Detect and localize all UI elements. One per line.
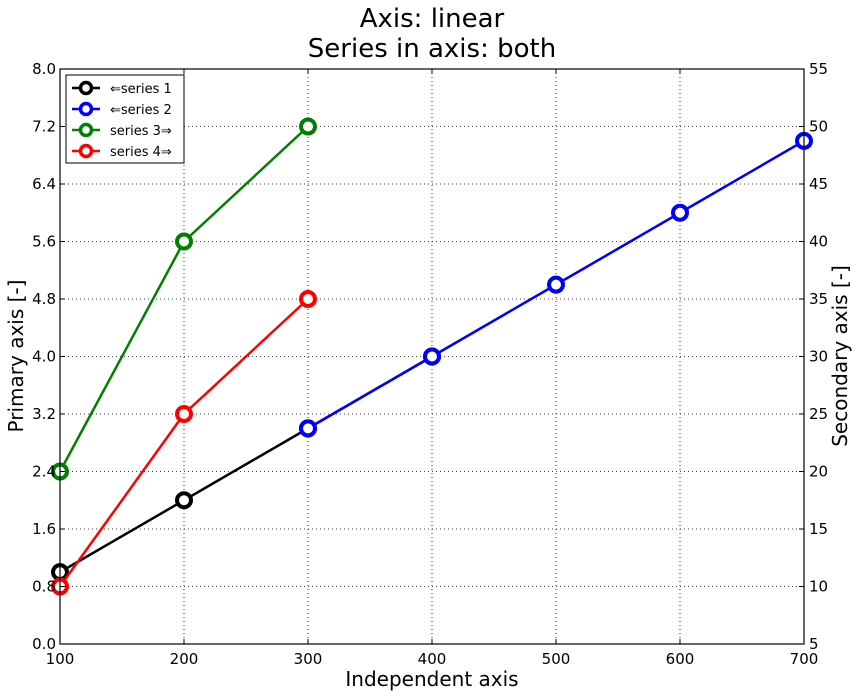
series-2-point: [547, 275, 565, 294]
legend: ⇐series 1 ⇐series 2 series 3⇒ series 4⇒: [65, 74, 185, 164]
y-tick-label-left: 0.0: [32, 635, 56, 653]
series-2-point: [299, 419, 317, 438]
series-1-point: [175, 491, 193, 510]
series-3-point: [299, 117, 317, 136]
y-tick-label-left: 1.6: [32, 520, 56, 538]
y-tick-label-left: 4.0: [32, 348, 56, 366]
x-tick-label: 700: [790, 650, 819, 668]
y-tick-label-left: 8.0: [32, 60, 56, 78]
y-tick-label-left: 4.8: [32, 290, 56, 308]
x-tick-label: 500: [542, 650, 571, 668]
x-tick-label: 200: [170, 650, 199, 668]
series-layer: [51, 117, 813, 596]
x-tick-label: 300: [294, 650, 323, 668]
x-tick-label: 400: [418, 650, 447, 668]
legend-marker: [78, 122, 94, 138]
y-tick-label-left: 0.8: [32, 578, 56, 596]
y-tick-label-left: 2.4: [32, 463, 56, 481]
y-tick-label-right: 5: [809, 635, 819, 653]
series-3-point: [175, 232, 193, 251]
y-tick-label-right: 50: [809, 118, 828, 136]
legend-marker: [78, 80, 94, 96]
y-tick-label-right: 35: [809, 290, 828, 308]
chart-title-line-2: Series in axis: both: [308, 34, 556, 64]
y-tick-label-left: 7.2: [32, 118, 56, 136]
series-4-line: [58, 298, 309, 588]
series-2-point: [671, 203, 689, 222]
x-tick-label: 600: [666, 650, 695, 668]
x-tick-label: 100: [46, 650, 75, 668]
axis-ticks: 100 200 300 400 500 600 700 0.0 0.8 1.6 2.4 3.2 4.0 4…: [32, 60, 828, 668]
legend-label: series 3⇒: [110, 124, 172, 139]
legend-marker: [78, 143, 94, 159]
y-axis-label-primary: Primary axis [-]: [4, 280, 28, 433]
legend-label: ⇐series 2: [110, 103, 172, 118]
series-4-point: [175, 405, 193, 423]
y-tick-label-right: 20: [809, 463, 828, 481]
y-tick-label-right: 10: [809, 578, 828, 596]
series-4-point: [299, 290, 317, 308]
chart-title-line-1: Axis: linear: [360, 4, 505, 34]
legend-label: series 4⇒: [110, 145, 172, 160]
series-2-point: [423, 347, 441, 366]
y-tick-label-left: 3.2: [32, 405, 56, 423]
y-tick-label-left: 6.4: [32, 175, 56, 193]
legend-label: ⇐series 1: [110, 82, 172, 97]
y-tick-label-right: 40: [809, 233, 828, 251]
legend-marker: [78, 101, 94, 117]
x-axis-label: Independent axis: [345, 667, 518, 691]
y-tick-label-right: 15: [809, 520, 828, 538]
y-tick-label-right: 30: [809, 348, 828, 366]
y-tick-label-left: 5.6: [32, 233, 56, 251]
y-tick-label-right: 55: [809, 60, 828, 78]
y-tick-label-right: 45: [809, 175, 828, 193]
y-axis-label-secondary: Secondary axis [-]: [828, 265, 852, 447]
y-tick-label-right: 25: [809, 405, 828, 423]
